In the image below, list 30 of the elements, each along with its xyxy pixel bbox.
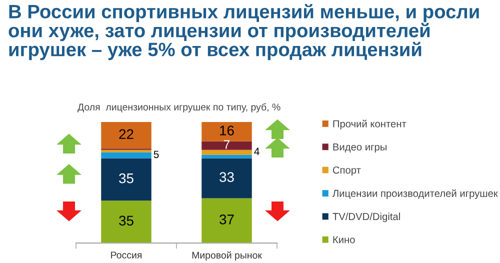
bar	[202, 158, 252, 198]
bar	[101, 122, 152, 149]
legend-label: Спорт	[332, 166, 361, 176]
bar	[202, 198, 252, 244]
legend-label: TV/DVD/Digital	[332, 212, 400, 222]
bar	[101, 150, 152, 152]
chart-subtitle: Доля лицензионных игрушек по типу, руб, %	[78, 103, 280, 112]
legend-label: Прочий контент	[333, 120, 406, 130]
data-label: 16	[220, 126, 234, 136]
bar	[202, 150, 252, 155]
bar	[202, 122, 252, 142]
x-tick-label: Мировой рынок	[192, 251, 262, 261]
data-label: 35	[119, 173, 134, 184]
data-label: 4	[254, 148, 260, 155]
legend-label: Кино	[333, 236, 355, 244]
bar	[101, 158, 152, 201]
legend-label: Видео игры	[333, 143, 386, 153]
data-label: 35	[119, 216, 134, 226]
bar	[202, 141, 252, 150]
chart-title: В России спортивных лицензий меньше, и росли они хуже, зато лицензии от производителей игрушек – уже 5% от всех продаж лицензий	[8, 4, 479, 60]
legend-label: Лицензии производителей игрушек	[332, 189, 498, 199]
data-label: 7	[224, 140, 230, 149]
bar	[101, 152, 152, 158]
bar	[202, 154, 252, 158]
data-label: 33	[220, 172, 234, 182]
data-label: 37	[220, 214, 234, 224]
bar	[101, 200, 152, 244]
data-label: 22	[119, 129, 134, 139]
data-label: 5	[154, 150, 159, 158]
x-tick-label: Россия	[111, 252, 142, 258]
